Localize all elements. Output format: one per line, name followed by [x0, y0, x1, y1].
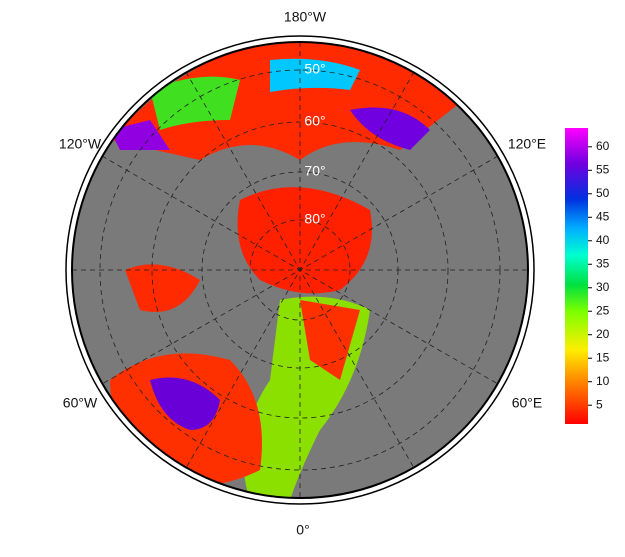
colorbar-tick-label: 30	[596, 280, 610, 294]
latitude-circle	[151, 121, 449, 419]
colorbar	[565, 128, 588, 424]
longitude-label: 60°E	[512, 395, 543, 411]
longitude-label: 120°W	[59, 136, 102, 152]
colorbar-tick-label: 45	[596, 209, 610, 223]
ocean-patch	[150, 377, 220, 430]
latitude-label: 50°	[304, 61, 325, 77]
colorbar-tick-label: 55	[596, 162, 610, 176]
map-border	[71, 41, 529, 499]
ocean-patch	[150, 76, 240, 130]
colorbar-tick-label: 40	[596, 233, 610, 247]
map-border	[65, 35, 535, 505]
meridian	[185, 71, 415, 469]
longitude-label: 0°	[296, 522, 309, 538]
ocean-patch	[270, 58, 360, 92]
latitude-label: 60°	[304, 113, 325, 129]
latitude-label: 70°	[304, 163, 325, 179]
ocean-patch	[350, 107, 430, 150]
colorbar-tick-label: 5	[596, 397, 603, 411]
colorbar-tick-label: 60	[596, 139, 610, 153]
ocean-patch	[110, 120, 170, 150]
longitude-label: 180°W	[284, 9, 327, 25]
colorbar-tick-label: 10	[596, 374, 610, 388]
latitude-label: 80°	[304, 211, 325, 227]
hudson-bay	[125, 264, 200, 312]
arctic-ocean	[237, 187, 372, 294]
latitude-circle	[249, 219, 351, 321]
colorbar-tick-label: 20	[596, 327, 610, 341]
colorbar-tick-label: 50	[596, 186, 610, 200]
ocean-patch	[300, 300, 360, 380]
graticule	[72, 42, 528, 498]
colorbar-tick-label: 15	[596, 350, 610, 364]
longitude-label: 60°W	[63, 395, 98, 411]
longitude-label: 120°E	[508, 136, 546, 152]
colorbar-tick-label: 35	[596, 256, 610, 270]
colorbar-tick-label: 25	[596, 303, 610, 317]
